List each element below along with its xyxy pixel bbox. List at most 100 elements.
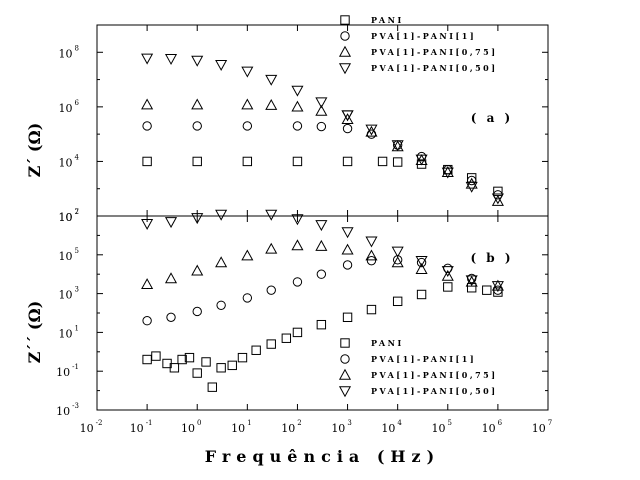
data-point — [265, 209, 278, 221]
data-point — [292, 121, 303, 131]
data-point — [366, 304, 377, 315]
data-point — [216, 300, 226, 310]
legend-label: PANI — [371, 338, 404, 348]
data-point — [201, 357, 211, 367]
x-tick-label: 10 1 — [231, 419, 251, 435]
data-point — [266, 339, 276, 349]
x-tick-label: 10 -1 — [130, 419, 153, 435]
data-point — [316, 319, 327, 330]
data-point — [366, 255, 377, 266]
data-point — [341, 113, 354, 124]
data-point — [465, 181, 478, 193]
data-point — [169, 363, 180, 373]
data-point — [191, 213, 204, 225]
data-point — [342, 312, 353, 323]
data-point — [392, 296, 403, 307]
y-axis-title: Z´´ (Ω) — [25, 301, 44, 364]
legend-marker — [338, 386, 352, 398]
data-point — [215, 60, 228, 71]
data-point — [227, 360, 237, 371]
data-point — [242, 156, 253, 167]
data-point — [142, 316, 152, 326]
data-point — [166, 312, 176, 323]
x-tick-label: 10 7 — [532, 419, 552, 435]
data-point — [441, 167, 454, 179]
data-point — [291, 214, 304, 226]
data-point — [415, 154, 428, 166]
y-tick-label: 10 6 — [59, 99, 80, 115]
x-axis-title: Frequência (Hz) — [205, 447, 440, 466]
data-point — [316, 269, 327, 279]
y-tick-label: 10 8 — [59, 44, 79, 60]
data-point — [191, 98, 204, 110]
y-tick-label: 10 4 — [59, 153, 80, 169]
data-point — [341, 227, 354, 239]
data-point — [192, 156, 202, 167]
data-point — [191, 264, 204, 276]
data-point — [416, 289, 427, 300]
series-3 — [141, 53, 504, 205]
legend-marker — [338, 63, 352, 75]
x-tick-label: 10 6 — [482, 419, 503, 435]
data-point — [491, 194, 504, 206]
legend-marker — [340, 15, 350, 25]
data-point — [482, 285, 492, 295]
legend-marker — [338, 368, 352, 380]
data-point — [365, 125, 378, 137]
legend-label: PANI — [371, 15, 404, 25]
data-point — [265, 242, 278, 254]
panel-b-frame — [96, 215, 549, 411]
x-tick-label: 10 5 — [432, 419, 452, 435]
data-point — [191, 55, 204, 67]
x-tick-label: 10 -2 — [80, 419, 103, 435]
data-point — [391, 140, 404, 152]
legend-marker — [340, 338, 350, 348]
data-point — [315, 97, 328, 109]
data-point — [315, 239, 328, 251]
data-point — [365, 236, 378, 248]
y-tick-label: 10 2 — [59, 208, 79, 224]
data-point — [142, 121, 152, 131]
legend-label: PVA[1]-PANI[0,50] — [371, 386, 498, 396]
data-point — [291, 85, 304, 97]
legend-label: PVA[1]-PANI[0,75] — [371, 47, 498, 57]
data-point — [342, 123, 353, 134]
data-point — [216, 363, 226, 373]
data-point — [465, 275, 478, 287]
data-point — [177, 354, 187, 365]
legend: PANI PVA[1]-PANI[1] PVA[1]-PANI[0,75] PVA[1… — [338, 338, 498, 398]
data-point — [265, 74, 278, 86]
data-point — [241, 98, 254, 110]
y-tick-label: 10 7 — [59, 208, 79, 224]
data-point — [377, 156, 388, 167]
data-point — [241, 249, 254, 261]
data-point — [164, 54, 178, 65]
legend: PANI PVA[1]-PANI[1] PVA[1]-PANI[0,75] PVA[1… — [338, 15, 498, 75]
data-point — [251, 345, 261, 355]
data-point — [441, 269, 454, 281]
data-point — [192, 306, 202, 317]
data-point — [392, 157, 403, 167]
data-point — [391, 256, 404, 268]
series-1 — [142, 121, 503, 200]
legend-marker — [340, 354, 350, 364]
data-point — [415, 263, 428, 274]
data-point — [341, 243, 354, 255]
data-point — [342, 156, 353, 167]
legend-label: PVA[1]-PANI[0,75] — [371, 370, 498, 380]
data-point — [292, 327, 303, 338]
data-point — [266, 285, 276, 295]
legend-marker — [340, 31, 350, 41]
data-point — [151, 351, 161, 361]
y-tick-label: 10 1 — [59, 324, 79, 340]
data-point — [365, 124, 378, 136]
panel-label: ( b ) — [470, 251, 513, 265]
data-point — [141, 278, 154, 290]
data-point — [241, 66, 254, 78]
data-point — [415, 255, 428, 267]
data-point — [207, 382, 218, 392]
data-point — [291, 239, 304, 251]
y-tick-label: 10 5 — [59, 247, 79, 263]
data-point — [441, 266, 454, 278]
